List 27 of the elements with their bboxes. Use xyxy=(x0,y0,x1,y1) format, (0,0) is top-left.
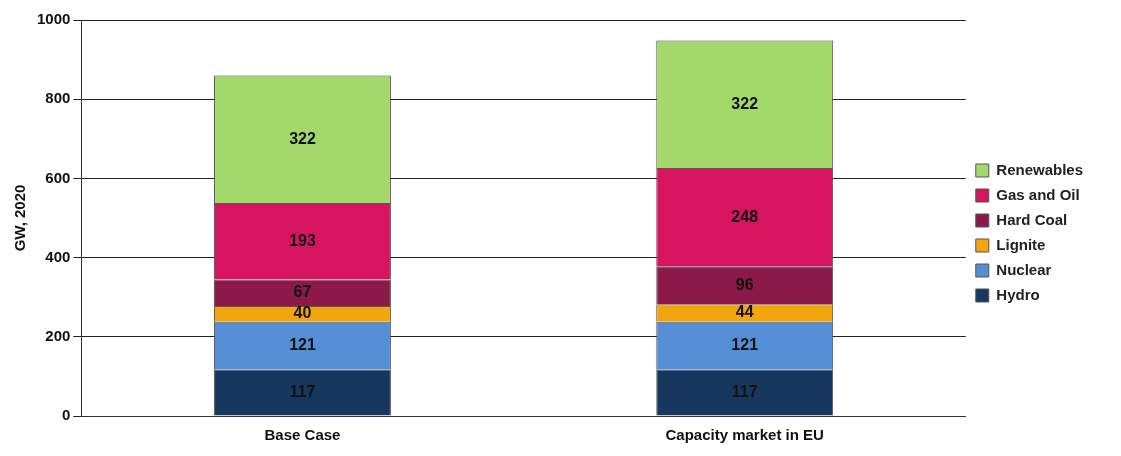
data-label: 248 xyxy=(731,207,759,225)
x-tick-label: Capacity market in EU xyxy=(665,426,824,444)
y-tick-label: 600 xyxy=(45,168,71,186)
data-label: 322 xyxy=(731,94,759,112)
y-tick-label: 800 xyxy=(45,89,71,107)
data-label: 67 xyxy=(293,283,312,301)
y-tick-label: 0 xyxy=(62,406,71,424)
data-label: 96 xyxy=(735,275,754,293)
data-label: 117 xyxy=(731,382,758,400)
data-label: 322 xyxy=(289,129,316,147)
data-label: 44 xyxy=(735,303,754,321)
data-label: 40 xyxy=(293,304,312,322)
legend-label: Hydro xyxy=(996,285,1040,303)
y-tick-label: 1000 xyxy=(36,10,71,28)
y-axis-title: GW, 2020 xyxy=(11,184,29,252)
y-tick-label: 400 xyxy=(45,247,71,265)
data-label: 117 xyxy=(289,382,316,400)
legend-label: Gas and Oil xyxy=(996,185,1080,203)
x-tick-label: Base Case xyxy=(264,426,341,444)
legend-label: Lignite xyxy=(996,235,1046,253)
legend-label: Renewables xyxy=(996,160,1084,178)
y-tick-label: 200 xyxy=(45,326,71,344)
data-label: 121 xyxy=(731,336,759,354)
legend-label: Nuclear xyxy=(996,260,1052,278)
data-label: 193 xyxy=(289,231,316,249)
legend-label: Hard Coal xyxy=(996,210,1068,228)
data-label: 121 xyxy=(289,336,316,354)
